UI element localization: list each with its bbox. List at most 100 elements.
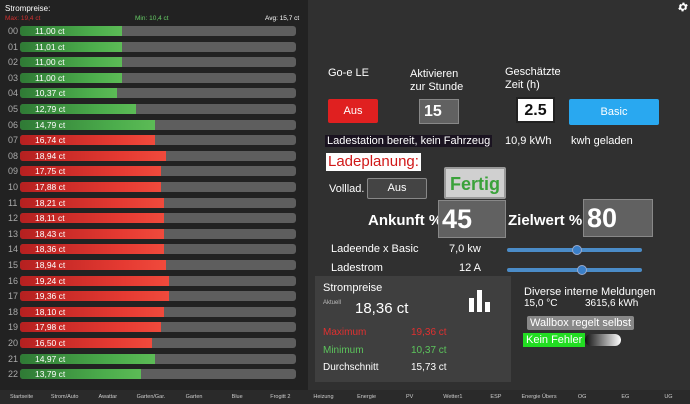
- price-summary-card: Strompreise Aktuell 18,36 ct Maximum 19,…: [315, 276, 511, 382]
- price-value: 13,79 ct: [35, 369, 66, 380]
- price-value: 19,24 ct: [35, 275, 66, 286]
- volllad-button[interactable]: Aus: [367, 178, 427, 199]
- energy-label: kwh geladen: [571, 135, 633, 147]
- min-price-label: Min: 10,4 ct: [135, 15, 169, 22]
- price-value: 19,36 ct: [35, 291, 66, 302]
- nav-tab[interactable]: Wetter1: [443, 394, 463, 400]
- price-row: 12 18,11 ct: [0, 212, 308, 224]
- hour-label: 21: [8, 353, 19, 364]
- aktivieren-label: Aktivieren zur Stunde: [410, 68, 464, 93]
- nav-tab[interactable]: Strom/Auto: [50, 394, 79, 400]
- hour-label: 07: [8, 135, 19, 146]
- price-bar-track: 17,88 ct: [20, 182, 296, 192]
- ladestrom-label: Ladestrom: [331, 262, 383, 274]
- hour-label: 10: [8, 182, 19, 192]
- hour-label: 11: [8, 197, 18, 208]
- hour-label: 18: [8, 306, 19, 317]
- price-row: 03 11,00 ct: [0, 72, 308, 84]
- price-bar-fill: [20, 166, 161, 177]
- price-value: 18,11 ct: [35, 213, 65, 224]
- nav-tab[interactable]: Startseite: [9, 394, 34, 400]
- price-value: 10,37 ct: [35, 88, 66, 99]
- price-value: 17,88 ct: [35, 182, 66, 192]
- nav-tab[interactable]: EG: [621, 394, 630, 400]
- price-bar-fill: [20, 260, 166, 270]
- price-card-title: Strompreise: [323, 282, 383, 294]
- price-bar-track: 11,00 ct: [20, 26, 296, 36]
- nav-tab[interactable]: Heizung: [313, 394, 334, 400]
- hour-label: 12: [8, 213, 19, 224]
- ladeende-label: Ladeende x Basic: [331, 243, 419, 255]
- nav-tab[interactable]: Garten/Gar.: [136, 394, 166, 400]
- nav-tab[interactable]: Awattar: [98, 394, 118, 400]
- price-bar-track: 17,98 ct: [20, 322, 296, 333]
- price-value: 17,98 ct: [35, 322, 66, 333]
- zeit-input[interactable]: 2.5: [516, 97, 555, 123]
- hour-label: 04: [8, 88, 19, 99]
- ladeende-slider-knob[interactable]: [572, 245, 583, 255]
- minimum-label: Minimum: [323, 345, 364, 356]
- price-value: 18,10 ct: [35, 306, 66, 317]
- status-gradient-bar: [585, 334, 621, 346]
- nav-tab[interactable]: OG: [577, 394, 587, 400]
- avg-price-label: Avg: 15,7 ct: [265, 15, 300, 22]
- current-price: 18,36 ct: [355, 300, 409, 317]
- messages-title: Diverse interne Meldungen: [524, 286, 656, 298]
- price-row: 09 17,75 ct: [0, 165, 308, 177]
- price-bar-track: 13,79 ct: [20, 369, 296, 380]
- price-bar-track: 18,10 ct: [20, 306, 296, 317]
- zielwert-label: Zielwert %: [508, 212, 583, 229]
- price-row: 18 18,10 ct: [0, 306, 308, 318]
- hour-label: 16: [8, 275, 19, 286]
- nav-tab[interactable]: Garten: [185, 394, 203, 400]
- ladestrom-slider-knob[interactable]: [576, 265, 587, 275]
- hour-label: 19: [8, 322, 19, 333]
- ladeende-slider[interactable]: [507, 245, 642, 255]
- fertig-button[interactable]: Fertig: [444, 167, 506, 199]
- hour-label: 14: [8, 244, 19, 255]
- charger-status: Ladestation bereit, kein Fahrzeug: [325, 135, 493, 147]
- price-bar-fill: [20, 104, 136, 114]
- price-row: 06 14,79 ct: [0, 119, 308, 131]
- basic-button[interactable]: Basic: [569, 99, 659, 125]
- price-bar-fill: [20, 72, 122, 83]
- price-bar-track: 10,37 ct: [20, 88, 296, 99]
- price-bar-fill: [20, 338, 152, 348]
- ladestrom-slider[interactable]: [507, 265, 642, 275]
- price-list-panel: Strompreise: Max: 19,4 ct Min: 10,4 ct A…: [0, 0, 308, 390]
- price-bar-track: 18,36 ct: [20, 244, 296, 255]
- nav-tab[interactable]: ESP: [490, 394, 502, 400]
- zielwert-input[interactable]: 80: [583, 199, 653, 237]
- price-bar-track: 18,94 ct: [20, 150, 296, 161]
- price-bar-fill: [20, 26, 122, 36]
- price-row: 17 19,36 ct: [0, 290, 308, 302]
- nav-tab[interactable]: Energie Übers: [521, 394, 557, 400]
- nav-tab[interactable]: Blue: [231, 394, 243, 400]
- price-bar-fill: [20, 182, 161, 192]
- price-bar-track: 18,21 ct: [20, 197, 296, 208]
- price-bar-fill: [20, 322, 161, 333]
- price-row: 11 18,21 ct: [0, 197, 308, 209]
- hour-label: 01: [8, 41, 19, 52]
- price-row: 14 18,36 ct: [0, 243, 308, 255]
- gear-icon[interactable]: [677, 0, 689, 12]
- price-row: 15 18,94 ct: [0, 259, 308, 271]
- hour-label: 17: [8, 291, 19, 302]
- price-bar-fill: [20, 213, 164, 224]
- bar-chart-icon[interactable]: [467, 288, 493, 312]
- nav-tab[interactable]: PV: [406, 394, 414, 400]
- price-bar-track: 11,00 ct: [20, 57, 296, 68]
- price-value: 18,94 ct: [35, 150, 66, 161]
- ankunft-input[interactable]: 45: [438, 200, 506, 238]
- price-value: 18,94 ct: [35, 260, 66, 270]
- hour-label: 08: [8, 150, 19, 161]
- price-row: 22 13,79 ct: [0, 368, 308, 380]
- average-label: Durchschnitt: [323, 362, 379, 373]
- charger-off-button[interactable]: Aus: [328, 99, 378, 123]
- nav-tab[interactable]: Frogitt 2: [270, 394, 291, 400]
- nav-tab[interactable]: Energie: [357, 394, 377, 400]
- nav-tab[interactable]: UG: [664, 394, 673, 400]
- stunde-input[interactable]: 15: [419, 99, 459, 124]
- price-row: 13 18,43 ct: [0, 228, 308, 240]
- price-row: 00 11,00 ct: [0, 25, 308, 37]
